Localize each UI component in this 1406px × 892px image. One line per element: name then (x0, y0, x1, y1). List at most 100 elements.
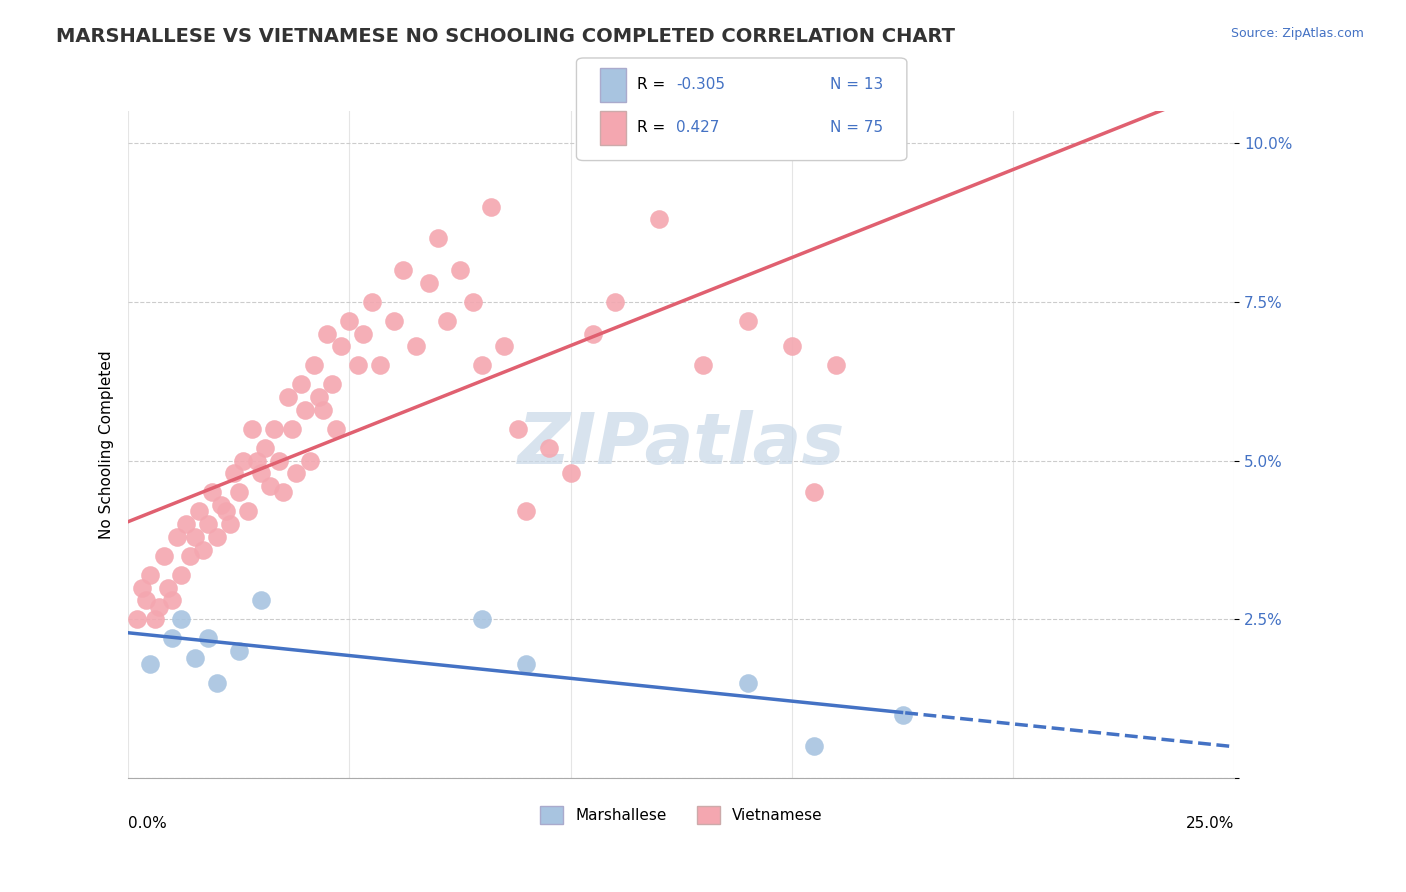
Point (316, 326, 339, 341)
Y-axis label: No Schooling Completed: No Schooling Completed (100, 351, 114, 539)
Point (298, 453, 321, 467)
Point (201, 485, 224, 500)
Legend: Marshallese, Vietnamese: Marshallese, Vietnamese (534, 799, 830, 830)
Point (436, 314, 458, 328)
Text: 0.0%: 0.0% (128, 816, 167, 831)
Point (228, 644, 250, 658)
Point (803, 485, 825, 500)
Text: 0.427: 0.427 (676, 120, 720, 136)
Point (250, 593, 273, 607)
Point (162, 593, 184, 607)
Point (254, 441, 277, 455)
Point (494, 339, 516, 353)
Point (582, 326, 605, 341)
Point (648, 212, 671, 227)
Point (188, 504, 211, 518)
Point (370, 359, 392, 373)
Point (183, 650, 205, 665)
Text: R =: R = (637, 120, 675, 136)
Point (803, 739, 825, 754)
Point (166, 530, 188, 544)
Point (825, 359, 848, 373)
Point (236, 504, 259, 518)
Point (463, 294, 485, 309)
Point (224, 467, 246, 481)
Point (170, 568, 193, 582)
Point (405, 339, 427, 353)
Point (267, 453, 290, 467)
Point (197, 632, 219, 646)
Point (209, 498, 232, 512)
Point (174, 517, 197, 532)
Point (152, 549, 174, 563)
Point (162, 632, 184, 646)
Point (692, 359, 714, 373)
Point (471, 359, 494, 373)
Point (205, 676, 228, 690)
Text: N = 13: N = 13 (830, 78, 883, 93)
Point (290, 377, 312, 392)
Point (205, 530, 228, 544)
Point (312, 402, 335, 417)
Point (135, 593, 157, 607)
Point (302, 359, 325, 373)
Point (277, 390, 299, 404)
Point (170, 612, 193, 626)
Point (232, 453, 254, 467)
Point (360, 294, 382, 309)
Point (325, 422, 347, 436)
Point (515, 657, 537, 671)
Point (471, 612, 494, 626)
Point (391, 263, 413, 277)
Point (250, 467, 273, 481)
Point (603, 294, 626, 309)
Text: Source: ZipAtlas.com: Source: ZipAtlas.com (1230, 27, 1364, 40)
Point (228, 485, 250, 500)
Point (245, 453, 267, 467)
Point (127, 612, 149, 626)
Point (214, 504, 236, 518)
Point (537, 441, 560, 455)
Point (780, 339, 803, 353)
Point (737, 676, 759, 690)
Point (197, 517, 219, 532)
Point (560, 467, 582, 481)
Text: -0.305: -0.305 (676, 78, 725, 93)
Text: 25.0%: 25.0% (1187, 816, 1234, 831)
Point (506, 422, 529, 436)
Text: ZIPatlas: ZIPatlas (517, 410, 845, 479)
Point (139, 657, 162, 671)
Point (193, 542, 215, 557)
Point (259, 479, 281, 493)
Point (131, 581, 153, 595)
Point (263, 422, 285, 436)
Point (515, 504, 537, 518)
Point (352, 326, 374, 341)
Point (382, 314, 405, 328)
Point (329, 339, 352, 353)
Text: N = 75: N = 75 (830, 120, 883, 136)
Text: MARSHALLESE VS VIETNAMESE NO SCHOOLING COMPLETED CORRELATION CHART: MARSHALLESE VS VIETNAMESE NO SCHOOLING C… (56, 27, 955, 45)
Point (157, 581, 180, 595)
Point (427, 231, 450, 245)
Text: R =: R = (637, 78, 671, 93)
Point (148, 599, 170, 614)
Point (285, 467, 308, 481)
Point (294, 402, 316, 417)
Point (143, 612, 166, 626)
Point (321, 377, 343, 392)
Point (418, 276, 440, 290)
Point (240, 422, 263, 436)
Point (139, 568, 162, 582)
Point (479, 200, 502, 214)
Point (281, 422, 304, 436)
Point (271, 485, 294, 500)
Point (449, 263, 471, 277)
Point (308, 390, 330, 404)
Point (339, 314, 361, 328)
Point (347, 359, 370, 373)
Point (219, 517, 242, 532)
Point (179, 549, 201, 563)
Point (737, 314, 759, 328)
Point (891, 707, 914, 722)
